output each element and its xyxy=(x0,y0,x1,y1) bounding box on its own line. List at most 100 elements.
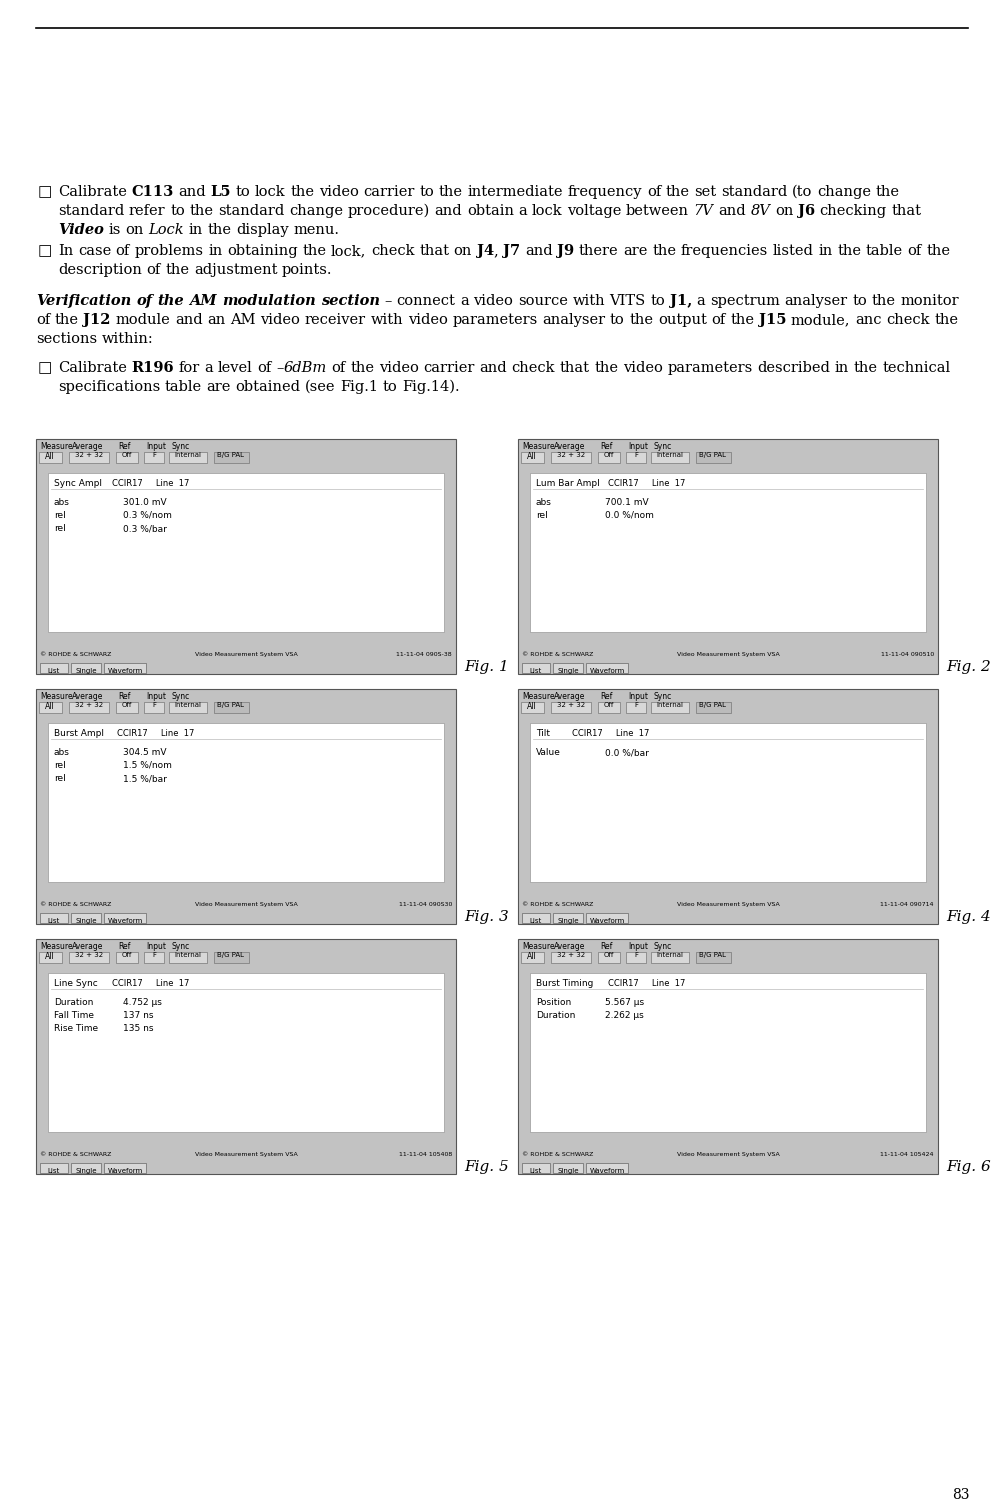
Text: 83: 83 xyxy=(952,1488,969,1501)
Text: video: video xyxy=(378,361,418,376)
Text: abs: abs xyxy=(54,497,70,507)
Text: All: All xyxy=(527,702,537,711)
Bar xyxy=(586,912,627,923)
Text: Average: Average xyxy=(554,691,585,700)
Text: Video Measurement System VSA: Video Measurement System VSA xyxy=(676,902,778,906)
Text: □: □ xyxy=(38,185,52,198)
Text: 11-11-04 090510: 11-11-04 090510 xyxy=(880,652,933,657)
Text: procedure): procedure) xyxy=(347,204,429,218)
Text: specifications: specifications xyxy=(58,380,160,394)
Text: B/G PAL: B/G PAL xyxy=(218,702,245,708)
Text: the: the xyxy=(853,361,877,376)
Text: check: check xyxy=(371,243,414,259)
Text: Single: Single xyxy=(557,918,578,924)
Text: table: table xyxy=(865,243,902,259)
Bar xyxy=(40,1163,68,1172)
Text: lock: lock xyxy=(255,185,286,198)
Text: standard: standard xyxy=(720,185,786,198)
Bar xyxy=(116,452,137,463)
Bar xyxy=(598,452,620,463)
Text: Video Measurement System VSA: Video Measurement System VSA xyxy=(195,652,297,657)
Bar xyxy=(40,912,68,923)
Text: CCIR17     Line  17: CCIR17 Line 17 xyxy=(608,978,685,987)
Text: change: change xyxy=(816,185,870,198)
Text: VITS: VITS xyxy=(609,295,645,308)
Bar xyxy=(36,939,455,1174)
Bar xyxy=(521,452,544,463)
Text: a: a xyxy=(205,361,214,376)
Text: © ROHDE & SCHWARZ: © ROHDE & SCHWARZ xyxy=(40,652,111,657)
Text: the: the xyxy=(665,185,689,198)
Text: (to: (to xyxy=(791,185,811,198)
Text: Off: Off xyxy=(121,702,132,708)
Text: Internal: Internal xyxy=(175,702,202,708)
Text: Sync: Sync xyxy=(653,691,672,700)
Text: case: case xyxy=(78,243,111,259)
Text: modulation: modulation xyxy=(222,295,315,308)
Bar xyxy=(650,452,688,463)
Text: video: video xyxy=(623,361,662,376)
Text: standard: standard xyxy=(58,204,124,218)
Text: within:: within: xyxy=(101,332,153,346)
Text: All: All xyxy=(45,452,55,461)
Text: 32 + 32: 32 + 32 xyxy=(557,702,585,708)
Text: Off: Off xyxy=(121,452,132,458)
Text: and: and xyxy=(175,313,203,328)
Text: and: and xyxy=(717,204,745,218)
Text: 32 + 32: 32 + 32 xyxy=(75,702,103,708)
Bar xyxy=(48,972,443,1132)
Text: Lock: Lock xyxy=(148,222,184,237)
Text: the: the xyxy=(652,243,676,259)
Text: rel: rel xyxy=(54,525,65,534)
Text: Fall Time: Fall Time xyxy=(54,1012,94,1021)
Text: the: the xyxy=(190,204,214,218)
Text: the: the xyxy=(837,243,861,259)
Text: (see: (see xyxy=(305,380,335,394)
Text: F: F xyxy=(633,951,637,957)
Bar xyxy=(48,473,443,631)
Text: Waveform: Waveform xyxy=(589,918,624,924)
Text: 11-11-04 105408: 11-11-04 105408 xyxy=(398,1151,451,1157)
Text: obtained: obtained xyxy=(236,380,300,394)
Bar xyxy=(695,951,730,963)
Text: Average: Average xyxy=(72,691,103,700)
Bar xyxy=(553,1163,583,1172)
Text: CCIR17     Line  17: CCIR17 Line 17 xyxy=(572,729,649,738)
Text: of: of xyxy=(331,361,345,376)
Text: Measure: Measure xyxy=(522,691,554,700)
Text: monitor: monitor xyxy=(900,295,958,308)
Bar xyxy=(626,452,645,463)
Text: Position: Position xyxy=(536,998,571,1007)
Text: Sync: Sync xyxy=(172,691,190,700)
Text: 11-11-04 090S-38: 11-11-04 090S-38 xyxy=(396,652,451,657)
Text: of: of xyxy=(136,295,152,308)
Text: Video Measurement System VSA: Video Measurement System VSA xyxy=(676,1151,778,1157)
Text: video: video xyxy=(472,295,513,308)
Text: –: – xyxy=(384,295,391,308)
Text: 1.5 %/nom: 1.5 %/nom xyxy=(123,761,172,770)
Text: List: List xyxy=(530,1168,542,1174)
Text: © ROHDE & SCHWARZ: © ROHDE & SCHWARZ xyxy=(522,1151,593,1157)
Text: J9: J9 xyxy=(557,243,574,259)
Text: the: the xyxy=(934,313,958,328)
Text: spectrum: spectrum xyxy=(709,295,779,308)
Text: Video: Video xyxy=(58,222,103,237)
Text: on: on xyxy=(125,222,143,237)
Bar xyxy=(522,1163,550,1172)
Bar xyxy=(551,702,591,712)
Text: refer: refer xyxy=(128,204,165,218)
Text: module,: module, xyxy=(790,313,850,328)
Text: of: of xyxy=(257,361,272,376)
Text: Fig. 4: Fig. 4 xyxy=(945,909,990,924)
Text: to: to xyxy=(609,313,624,328)
Text: the: the xyxy=(290,185,314,198)
Text: in: in xyxy=(834,361,849,376)
Bar xyxy=(530,723,925,882)
Text: List: List xyxy=(48,918,60,924)
Text: the: the xyxy=(875,185,899,198)
Bar xyxy=(522,912,550,923)
Text: Measure: Measure xyxy=(40,691,72,700)
Text: the: the xyxy=(729,313,753,328)
Text: List: List xyxy=(48,1168,60,1174)
Bar xyxy=(553,912,583,923)
